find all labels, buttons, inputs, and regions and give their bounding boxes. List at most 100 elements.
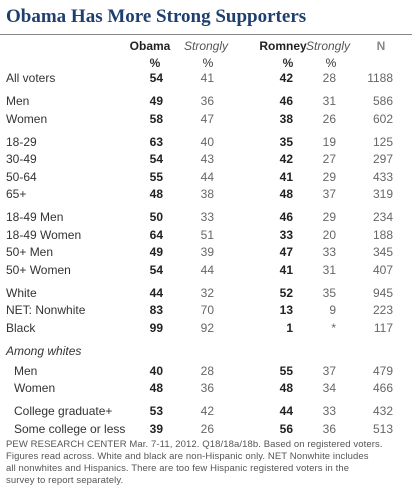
cell: 513 <box>372 421 393 436</box>
cell: 38 <box>279 111 293 126</box>
cell: 223 <box>372 303 393 317</box>
cell: 42 <box>279 152 293 166</box>
cell: 345 <box>372 245 393 259</box>
cell: 432 <box>372 404 393 418</box>
footer-line: survey to report separately. <box>6 475 124 486</box>
cell: 36 <box>200 381 214 395</box>
row-label: NET: Nonwhite <box>6 303 86 317</box>
cell: 39 <box>149 421 163 436</box>
column-header: Strongly <box>183 39 229 53</box>
cell: 29 <box>322 210 336 224</box>
cell: 407 <box>372 262 393 277</box>
cell: 47 <box>200 111 214 126</box>
cell: 53 <box>149 404 163 418</box>
cell: 44 <box>200 169 214 184</box>
cell: 47 <box>279 245 293 259</box>
cell: 26 <box>200 421 214 436</box>
row-label: Women <box>14 381 56 395</box>
cell: 41 <box>279 169 293 184</box>
cell: 466 <box>372 381 393 395</box>
cell: * <box>331 320 336 335</box>
cell: 33 <box>322 404 336 418</box>
cell: 38 <box>200 187 214 201</box>
cell: 945 <box>372 285 393 300</box>
cell: 9 <box>329 303 336 317</box>
cell: 28 <box>322 71 336 85</box>
row-label: Men <box>6 94 30 108</box>
cell: 49 <box>149 245 163 259</box>
cell: 83 <box>149 303 163 317</box>
cell: 433 <box>372 169 393 184</box>
cell: 33 <box>279 227 293 242</box>
row-label: 50+ Women <box>6 262 71 277</box>
cell: 234 <box>372 210 393 224</box>
cell: 29 <box>322 169 336 184</box>
column-header: Strongly <box>305 39 351 53</box>
cell: 50 <box>149 210 163 224</box>
cell: 42 <box>200 404 214 418</box>
cell: 32 <box>200 285 214 300</box>
cell: 26 <box>322 111 336 126</box>
column-header: N <box>376 39 386 53</box>
cell: 1188 <box>367 71 393 85</box>
row-label: 18-29 <box>6 134 37 149</box>
row-label: 50-64 <box>6 169 37 184</box>
cell: 55 <box>279 363 293 378</box>
row-label: 50+ Men <box>6 245 54 259</box>
row-label: Black <box>6 320 36 335</box>
cell: 49 <box>149 94 163 108</box>
cell: 41 <box>279 262 293 277</box>
cell: 479 <box>372 363 393 378</box>
cell: 297 <box>372 152 393 166</box>
cell: 125 <box>372 134 393 149</box>
row-label: 30-49 <box>6 152 37 166</box>
row-label: White <box>6 285 37 300</box>
cell: 44 <box>200 262 214 277</box>
cell: 27 <box>322 152 336 166</box>
row-label: 18-49 Men <box>6 210 64 224</box>
cell: 36 <box>322 421 336 436</box>
group-heading: Among whites <box>6 343 82 358</box>
cell: 51 <box>200 227 214 242</box>
cell: 40 <box>149 363 163 378</box>
cell: 64 <box>149 227 163 242</box>
unit-label: % <box>325 56 337 70</box>
cell: 54 <box>149 152 163 166</box>
cell: 13 <box>279 303 293 317</box>
cell: 34 <box>322 381 336 395</box>
column-header: Obama <box>129 39 171 53</box>
cell: 33 <box>322 245 336 259</box>
row-label: Men <box>14 363 38 378</box>
cell: 63 <box>149 134 163 149</box>
row-label: Women <box>6 111 48 126</box>
cell: 70 <box>200 303 214 317</box>
cell: 586 <box>372 94 393 108</box>
column-header: Romney <box>259 39 307 53</box>
footer-line: all nonwhites and Hispanics. There are t… <box>6 463 350 474</box>
cell: 48 <box>149 187 163 201</box>
cell: 55 <box>149 169 163 184</box>
row-label: Some college or less <box>14 421 126 436</box>
cell: 37 <box>322 363 336 378</box>
cell: 58 <box>149 111 163 126</box>
cell: 40 <box>200 134 214 149</box>
cell: 56 <box>279 421 293 436</box>
title-rule <box>0 34 412 35</box>
unit-label: % <box>282 56 294 70</box>
cell: 319 <box>372 187 393 201</box>
cell: 48 <box>149 381 163 395</box>
unit-label: % <box>202 56 214 70</box>
cell: 46 <box>279 94 293 108</box>
cell: 48 <box>279 187 293 201</box>
cell: 42 <box>279 71 293 85</box>
cell: 19 <box>322 134 336 149</box>
row-label: College graduate+ <box>14 404 113 418</box>
cell: 44 <box>279 404 293 418</box>
cell: 92 <box>200 320 214 335</box>
cell: 44 <box>149 285 163 300</box>
cell: 28 <box>200 363 214 378</box>
unit-label: % <box>149 56 161 70</box>
cell: 31 <box>322 94 336 108</box>
cell: 188 <box>372 227 393 242</box>
cell: 1 <box>286 320 293 335</box>
